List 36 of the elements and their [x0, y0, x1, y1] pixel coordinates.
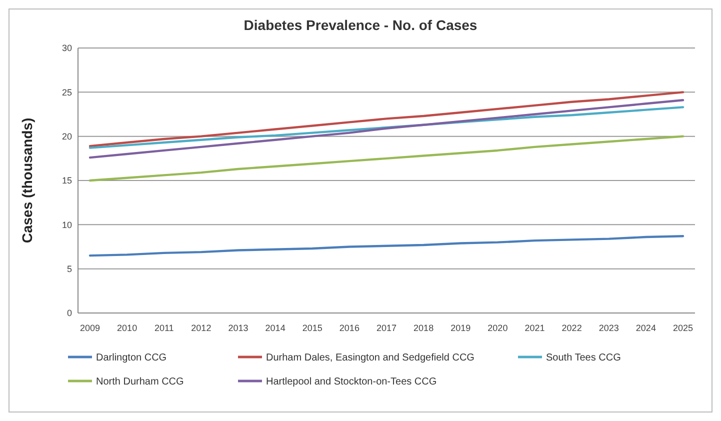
x-tick-label: 2016 [339, 323, 360, 333]
x-tick-label: 2022 [562, 323, 582, 333]
line-series [88, 235, 684, 257]
legend-label: North Durham CCG [96, 376, 184, 388]
x-tick-label: 2013 [228, 323, 248, 333]
x-tick-label: 2019 [450, 323, 471, 333]
x-tick-label: 2021 [524, 323, 545, 333]
line-series [88, 106, 684, 149]
x-tick-label: 2023 [598, 323, 619, 333]
x-tick-label: 2012 [191, 323, 212, 333]
y-tick-label: 0 [66, 308, 72, 318]
chart-title: Diabetes Prevalence - No. of Cases [244, 17, 478, 33]
y-tick-label: 10 [62, 220, 72, 230]
x-tick-label: 2011 [154, 323, 174, 333]
x-tick-label: 2009 [80, 323, 100, 333]
y-tick-label: 15 [62, 176, 72, 186]
x-tick-label: 2020 [488, 323, 508, 333]
x-tick-label: 2015 [302, 323, 322, 333]
line-series [88, 99, 684, 159]
legend-label: Darlington CCG [96, 352, 167, 364]
x-tick-label: 2017 [376, 323, 397, 333]
line-series [88, 135, 684, 182]
y-tick-label: 25 [62, 87, 72, 98]
legend-label: South Tees CCG [546, 352, 622, 364]
legend-label: Durham Dales, Easington and Sedgefield CCG [266, 352, 475, 364]
x-tick-label: 2018 [414, 323, 434, 333]
line-series [88, 91, 684, 148]
y-axis-title: Cases (thousands) [19, 118, 35, 244]
x-tick-label: 2014 [265, 323, 286, 333]
y-tick-label: 20 [62, 131, 72, 142]
y-tick-label: 5 [66, 264, 72, 274]
x-tick-label: 2025 [672, 323, 694, 333]
y-tick-label: 30 [62, 43, 72, 54]
x-tick-label: 2024 [636, 323, 656, 333]
x-tick-label: 2010 [117, 323, 138, 333]
legend-label: Hartlepool and Stockton-on-Tees CCG [266, 376, 437, 388]
